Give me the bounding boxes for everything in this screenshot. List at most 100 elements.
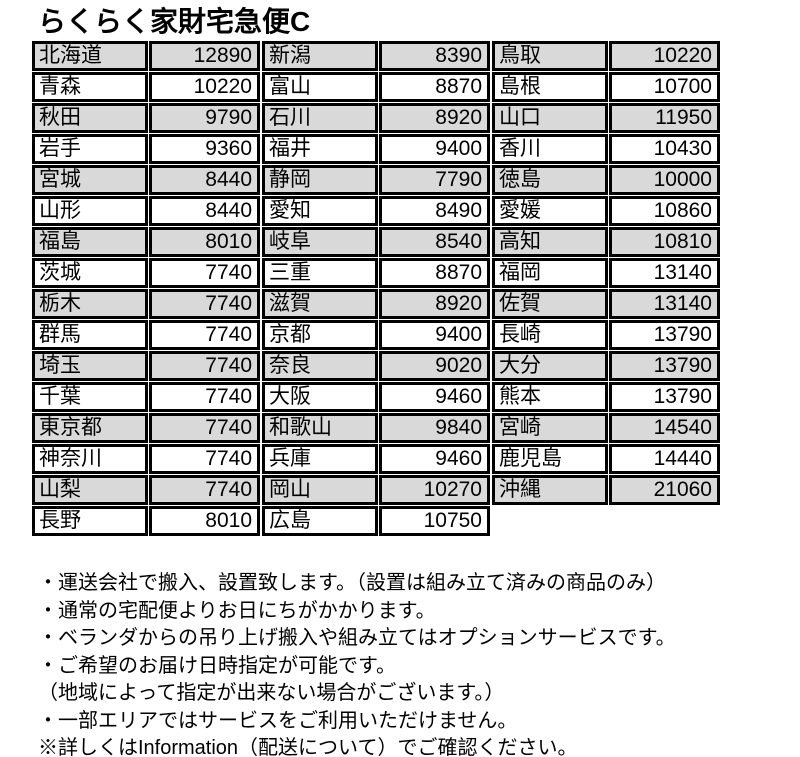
price-cell: 13140	[609, 289, 720, 319]
price-cell: 10270	[379, 475, 490, 505]
table-row: 京都 9400	[262, 320, 490, 350]
price-cell: 9460	[379, 444, 490, 474]
note-line: ・一部エリアではサービスをご利用いただけません。	[38, 709, 518, 732]
price-cell: 9360	[149, 134, 260, 164]
note-line: ・ご希望のお届け日時指定が可能です。	[38, 654, 396, 677]
prefecture-cell: 長野	[32, 506, 148, 536]
table-row: 福岡 13140	[492, 258, 720, 288]
price-cell: 9460	[379, 382, 490, 412]
note-line: ※詳しくはInformation（配送について）でご確認ください。	[38, 737, 578, 757]
table-row: 宮城 8440	[32, 165, 260, 195]
price-cell: 10220	[149, 72, 260, 102]
price-cell: 9790	[149, 103, 260, 133]
price-cell: 9400	[379, 134, 490, 164]
price-cell: 7740	[149, 413, 260, 443]
price-cell: 10000	[609, 165, 720, 195]
table-row: 山形 8440	[32, 196, 260, 226]
table-row: 熊本 13790	[492, 382, 720, 412]
prefecture-cell: 徳島	[492, 165, 608, 195]
prefecture-cell: 長崎	[492, 320, 608, 350]
prefecture-cell: 山梨	[32, 475, 148, 505]
table-row: 兵庫 9460	[262, 444, 490, 474]
table-row: 岩手 9360	[32, 134, 260, 164]
prefecture-cell: 秋田	[32, 103, 148, 133]
table-row: 秋田 9790	[32, 103, 260, 133]
prefecture-cell: 愛知	[262, 196, 378, 226]
prefecture-cell: 千葉	[32, 382, 148, 412]
prefecture-cell: 熊本	[492, 382, 608, 412]
price-cell: 7740	[149, 258, 260, 288]
table-row: 福井 9400	[262, 134, 490, 164]
table-row: 愛知 8490	[262, 196, 490, 226]
price-cell: 10750	[379, 506, 490, 536]
prefecture-cell: 大阪	[262, 382, 378, 412]
prefecture-cell: 宮城	[32, 165, 148, 195]
prefecture-cell: 岩手	[32, 134, 148, 164]
prefecture-cell: 福島	[32, 227, 148, 257]
price-cell: 7740	[149, 289, 260, 319]
price-cell: 7740	[149, 320, 260, 350]
prefecture-cell: 宮崎	[492, 413, 608, 443]
prefecture-cell: 群馬	[32, 320, 148, 350]
table-row: 岡山 10270	[262, 475, 490, 505]
prefecture-cell: 兵庫	[262, 444, 378, 474]
price-cell: 8010	[149, 506, 260, 536]
price-cell: 8440	[149, 196, 260, 226]
price-cell: 8440	[149, 165, 260, 195]
price-cell: 9840	[379, 413, 490, 443]
note-line: ・ベランダからの吊り上げ搬入や組み立てはオプションサービスです。	[38, 627, 676, 649]
price-cell: 7740	[149, 475, 260, 505]
prefecture-cell: 神奈川	[32, 444, 148, 474]
note-line: ・通常の宅配便よりお日にちがかかります。	[38, 599, 436, 622]
prefecture-cell: 三重	[262, 258, 378, 288]
price-cell: 13790	[609, 382, 720, 412]
prefecture-cell: 高知	[492, 227, 608, 257]
table-row: 新潟 8390	[262, 41, 490, 71]
price-cell: 21060	[609, 475, 720, 505]
table-row: 青森 10220	[32, 72, 260, 102]
prefecture-cell: 島根	[492, 72, 608, 102]
price-cell: 7790	[379, 165, 490, 195]
price-cell: 7740	[149, 444, 260, 474]
table-row: 群馬 7740	[32, 320, 260, 350]
prefecture-cell: 香川	[492, 134, 608, 164]
prefecture-cell: 滋賀	[262, 289, 378, 319]
table-row: 広島 10750	[262, 506, 490, 536]
prefecture-cell: 愛媛	[492, 196, 608, 226]
price-cell: 8010	[149, 227, 260, 257]
table-row: 島根 10700	[492, 72, 720, 102]
table-row: 大分 13790	[492, 351, 720, 381]
price-cell: 13790	[609, 320, 720, 350]
table-row: 北海道 12890	[32, 41, 260, 71]
table-row: 徳島 10000	[492, 165, 720, 195]
prefecture-cell: 沖縄	[492, 475, 608, 505]
price-cell: 10810	[609, 227, 720, 257]
table-row: 宮崎 14540	[492, 413, 720, 443]
price-cell: 14540	[609, 413, 720, 443]
table-row: 奈良 9020	[262, 351, 490, 381]
table-row: 鳥取 10220	[492, 41, 720, 71]
price-cell: 7740	[149, 382, 260, 412]
table-row: 岐阜 8540	[262, 227, 490, 257]
prefecture-cell: 富山	[262, 72, 378, 102]
table-row: 東京都 7740	[32, 413, 260, 443]
fee-table-group-3: 鳥取 10220 島根 10700 山口 11950 香川 10430 徳島 10000 愛媛 108…	[492, 41, 720, 506]
prefecture-cell: 茨城	[32, 258, 148, 288]
price-cell: 11950	[609, 103, 720, 133]
price-cell: 14440	[609, 444, 720, 474]
table-row: 埼玉 7740	[32, 351, 260, 381]
table-row: 和歌山 9840	[262, 413, 490, 443]
price-cell: 8920	[379, 289, 490, 319]
price-cell: 8920	[379, 103, 490, 133]
prefecture-cell: 静岡	[262, 165, 378, 195]
table-row: 滋賀 8920	[262, 289, 490, 319]
prefecture-cell: 山形	[32, 196, 148, 226]
price-cell: 12890	[149, 41, 260, 71]
price-cell: 10220	[609, 41, 720, 71]
price-cell: 13790	[609, 351, 720, 381]
table-row: 香川 10430	[492, 134, 720, 164]
prefecture-cell: 広島	[262, 506, 378, 536]
prefecture-cell: 栃木	[32, 289, 148, 319]
shipping-fee-table: 北海道 12890 青森 10220 秋田 9790 岩手 9360 宮城 8440 山形 8440 福…	[32, 41, 800, 537]
